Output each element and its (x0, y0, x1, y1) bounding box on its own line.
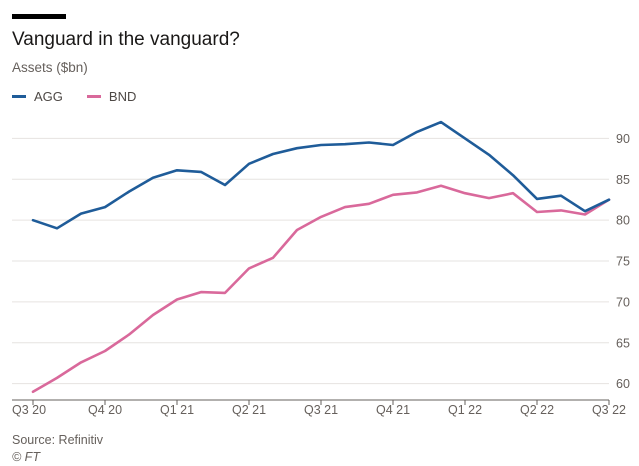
x-tick-label-3: Q2 21 (232, 403, 266, 417)
x-tick-label-1: Q4 20 (88, 403, 122, 417)
y-tick-label-70: 70 (616, 295, 630, 309)
legend-swatch-bnd (86, 95, 101, 98)
legend-item-bnd: BND (86, 89, 137, 104)
x-tick-label-8: Q3 22 (592, 403, 626, 417)
chart-subtitle: Assets ($bn) (12, 60, 88, 75)
series-line-bnd (31, 184, 611, 394)
series-line-agg (31, 120, 611, 230)
legend-label-bnd: BND (108, 89, 137, 104)
legend-item-agg: AGG (12, 89, 63, 104)
legend-swatch-agg (12, 95, 26, 98)
y-tick-label-60: 60 (616, 377, 630, 391)
x-tick-label-7: Q2 22 (520, 403, 554, 417)
ft-top-bar (12, 14, 66, 19)
legend-label-agg: AGG (34, 89, 63, 104)
source-note: Source: Refinitiv (12, 433, 104, 447)
x-tick-label-0: Q3 20 (12, 403, 46, 417)
y-tick-label-80: 80 (616, 214, 630, 228)
legend: AGG BND (12, 89, 160, 104)
chart-title: Vanguard in the vanguard? (12, 29, 240, 50)
y-tick-label-90: 90 (616, 132, 630, 146)
x-tick-label-6: Q1 22 (448, 403, 482, 417)
y-tick-label-85: 85 (616, 173, 630, 187)
credit-note: © FT (12, 450, 40, 464)
x-tick-label-4: Q3 21 (304, 403, 338, 417)
y-tick-label-65: 65 (616, 336, 630, 350)
x-tick-label-2: Q1 21 (160, 403, 194, 417)
x-tick-label-5: Q4 21 (376, 403, 410, 417)
y-tick-label-75: 75 (616, 255, 630, 269)
